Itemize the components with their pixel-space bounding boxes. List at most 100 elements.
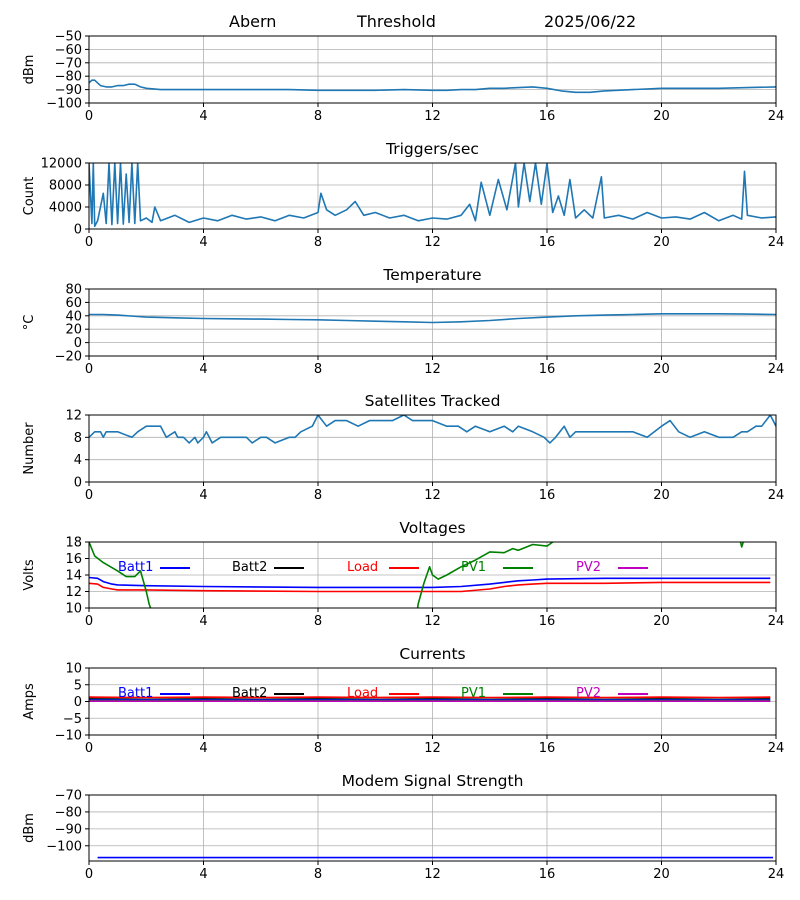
x-tick-label: 12: [424, 614, 441, 629]
y-tick-label: 12000: [41, 157, 82, 172]
chart-panel-1: 0 4 8 12 16 20 24 −100−90−80−70−60−50 dBm: [22, 30, 784, 125]
x-tick-label: 20: [653, 614, 670, 629]
x-tick-label: 0: [85, 488, 93, 503]
x-tick-label: 16: [539, 614, 556, 629]
y-axis-label: Volts: [22, 559, 37, 591]
x-tick-label: 4: [199, 235, 207, 250]
x-tick-label: 24: [768, 109, 785, 124]
y-tick-label: −20: [55, 350, 82, 365]
x-tick-label: 8: [314, 741, 322, 756]
chart-title: Currents: [399, 645, 465, 663]
series-line-batt1: [89, 576, 771, 589]
x-tick-label: 24: [768, 614, 785, 629]
legend-label-pv2: PV2: [576, 560, 601, 575]
y-tick-label: 14: [65, 569, 82, 584]
x-tick-label: 12: [424, 109, 441, 124]
x-tick-label: 12: [424, 867, 441, 882]
series-line-1: [89, 312, 776, 324]
y-tick-label: 10: [65, 662, 82, 677]
chart-title: Satellites Tracked: [365, 392, 501, 410]
x-tick-label: 12: [424, 362, 441, 377]
series-line-1: [89, 163, 776, 228]
x-tick-label: 8: [314, 614, 322, 629]
y-tick-label: −60: [55, 43, 82, 58]
x-tick-label: 24: [768, 362, 785, 377]
x-tick-label: 16: [539, 362, 556, 377]
x-tick-label: 0: [85, 614, 93, 629]
y-tick-label: 12: [65, 409, 82, 424]
legend-label-load: Load: [347, 560, 378, 575]
x-tick-label: 4: [199, 614, 207, 629]
y-axis-label: dBm: [22, 813, 37, 843]
x-tick-label: 8: [314, 235, 322, 250]
chart-panel-2: 0 4 8 12 16 20 24 0 4000 8000 12000 Triggers/sec Cou…: [22, 140, 784, 250]
series-line-load: [89, 581, 771, 593]
series-line-pv1: [89, 542, 745, 608]
y-tick-label: −70: [55, 56, 82, 71]
y-tick-label: −90: [55, 83, 82, 98]
chart-title: Temperature: [382, 266, 481, 284]
legend-label-batt2: Batt2: [232, 560, 267, 575]
series-line-1: [89, 415, 776, 444]
legend-label-pv1: PV1: [461, 560, 486, 575]
x-tick-label: 20: [653, 488, 670, 503]
x-tick-label: 0: [85, 362, 93, 377]
x-tick-label: 24: [768, 741, 785, 756]
x-tick-label: 8: [314, 867, 322, 882]
y-tick-label: 0: [74, 336, 82, 351]
legend-label-batt1: Batt1: [118, 560, 153, 575]
y-axis-label: dBm: [22, 55, 37, 85]
legend-label-load: Load: [347, 686, 378, 701]
x-tick-label: 20: [653, 109, 670, 124]
y-tick-label: 10: [65, 602, 82, 617]
x-tick-label: 12: [424, 488, 441, 503]
y-tick-label: −100: [46, 97, 82, 112]
chart-panel-7: 0 4 8 12 16 20 24 −100 −90 −80−70 Modem Signal Str…: [22, 772, 784, 882]
y-tick-label: 0: [74, 476, 82, 491]
x-tick-label: 16: [539, 741, 556, 756]
x-tick-label: 8: [314, 488, 322, 503]
x-tick-label: 4: [199, 867, 207, 882]
x-tick-label: 20: [653, 235, 670, 250]
y-tick-label: −70: [55, 789, 82, 804]
legend-label-batt1: Batt1: [118, 686, 153, 701]
x-tick-label: 8: [314, 109, 322, 124]
y-tick-label: 8000: [49, 179, 82, 194]
x-tick-label: 16: [539, 109, 556, 124]
legend-label-pv1: PV1: [461, 686, 486, 701]
x-tick-label: 0: [85, 235, 93, 250]
x-tick-label: 20: [653, 741, 670, 756]
y-tick-label: −90: [55, 822, 82, 837]
y-tick-label: 5: [74, 678, 82, 693]
y-tick-label: −10: [55, 729, 82, 744]
x-tick-label: 20: [653, 362, 670, 377]
y-axis-label: Count: [22, 177, 37, 216]
y-tick-label: 60: [65, 296, 82, 311]
x-tick-label: 16: [539, 488, 556, 503]
y-tick-label: −80: [55, 805, 82, 820]
x-tick-label: 12: [424, 235, 441, 250]
trigger-mode: Threshold: [357, 12, 436, 31]
x-tick-label: 0: [85, 109, 93, 124]
y-tick-label: 80: [65, 283, 82, 298]
legend-label-batt2: Batt2: [232, 686, 267, 701]
y-tick-label: −80: [55, 70, 82, 85]
report-date: 2025/06/22: [544, 12, 637, 31]
chart-panel-4: 0 4 8 12 16 20 24 0 4 8 12 Satellites Tracked Number: [22, 392, 784, 503]
x-tick-label: 12: [424, 741, 441, 756]
y-tick-label: 0: [74, 695, 82, 710]
x-tick-label: 24: [768, 235, 785, 250]
y-tick-label: 20: [65, 323, 82, 338]
x-tick-label: 0: [85, 867, 93, 882]
x-tick-label: 24: [768, 488, 785, 503]
legend-label-pv2: PV2: [576, 686, 601, 701]
chart-title: Modem Signal Strength: [342, 772, 524, 790]
series-line-1: [89, 79, 776, 94]
y-tick-label: 8: [74, 431, 82, 446]
y-tick-label: 4: [74, 453, 82, 468]
y-tick-label: −100: [46, 839, 82, 854]
y-axis-label: °C: [22, 315, 37, 331]
y-tick-label: 0: [74, 223, 82, 238]
